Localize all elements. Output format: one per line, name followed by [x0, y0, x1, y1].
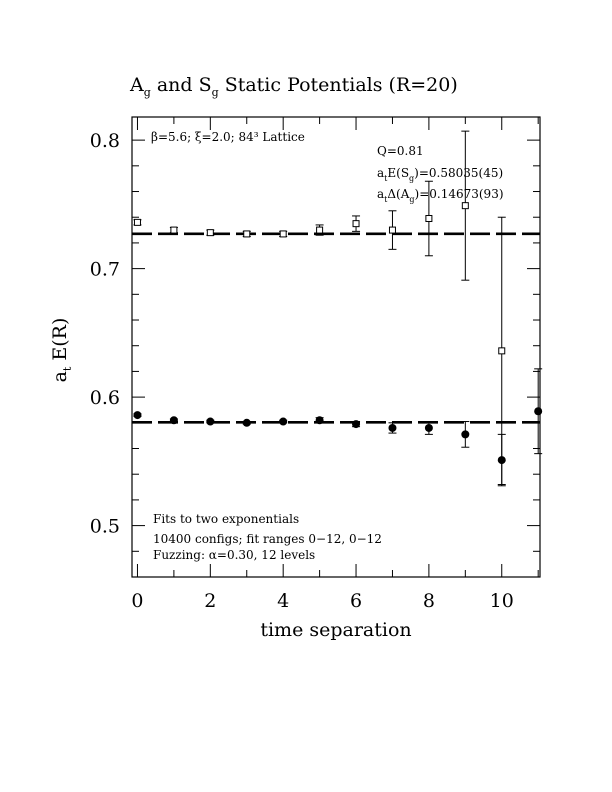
- circle-point: [388, 423, 397, 432]
- y-tick-label: 0.8: [90, 130, 120, 152]
- axis-ticks: [132, 117, 540, 577]
- axis-tick-labels: 0 2 4 6 8 10 0.5 0.6 0.7 0.8: [90, 130, 514, 612]
- circle-point: [206, 417, 215, 426]
- circle-point: [534, 407, 543, 416]
- x-tick-label: 0: [131, 590, 143, 612]
- square-point: [316, 226, 324, 234]
- circle-point: [424, 423, 433, 432]
- square-point: [352, 220, 360, 228]
- square-point: [243, 230, 251, 238]
- x-tick-label: 2: [204, 590, 216, 612]
- square-point: [425, 215, 433, 223]
- fit-gap-annotation: atΔ(Ag)=0.14673(93): [377, 187, 504, 204]
- circle-point: [497, 456, 506, 465]
- circle-point: [279, 417, 288, 426]
- x-tick-label: 10: [490, 590, 514, 612]
- circle-point: [315, 416, 324, 425]
- square-point: [388, 226, 396, 234]
- fuzzing-annotation: Fuzzing: α=0.30, 12 levels: [153, 548, 315, 562]
- x-tick-label: 8: [423, 590, 435, 612]
- fit-energy-annotation: atE(Sg)=0.58035(45): [377, 166, 503, 183]
- square-point: [170, 226, 178, 234]
- y-tick-label: 0.5: [90, 516, 120, 538]
- plot-frame: [131, 116, 541, 578]
- lattice-annotation: β=5.6; ξ=2.0; 84³ Lattice: [151, 130, 305, 144]
- y-axis-label: at E(R): [49, 318, 74, 383]
- y-tick-label: 0.7: [90, 259, 120, 281]
- fit-method-annotation: Fits to two exponentials: [153, 512, 299, 526]
- square-point: [206, 229, 214, 237]
- circle-point: [461, 430, 470, 439]
- square-point: [461, 202, 469, 210]
- data-markers: [133, 202, 543, 465]
- error-bars: [133, 130, 543, 487]
- x-tick-label: 6: [350, 590, 362, 612]
- x-axis-label: time separation: [260, 619, 411, 641]
- circle-point: [133, 411, 142, 420]
- circle-point: [352, 420, 361, 429]
- circle-point: [242, 418, 251, 427]
- square-point: [498, 347, 506, 355]
- x-tick-label: 4: [277, 590, 289, 612]
- circle-point: [169, 416, 178, 425]
- configs-annotation: 10400 configs; fit ranges 0−12, 0−12: [153, 532, 382, 546]
- fit-lines: [132, 232, 540, 424]
- square-point: [133, 218, 141, 226]
- square-point: [279, 230, 287, 238]
- chart-title: Ag and Sg Static Potentials (R=20): [129, 74, 458, 99]
- q-annotation: Q=0.81: [377, 144, 424, 158]
- y-tick-label: 0.6: [90, 387, 120, 409]
